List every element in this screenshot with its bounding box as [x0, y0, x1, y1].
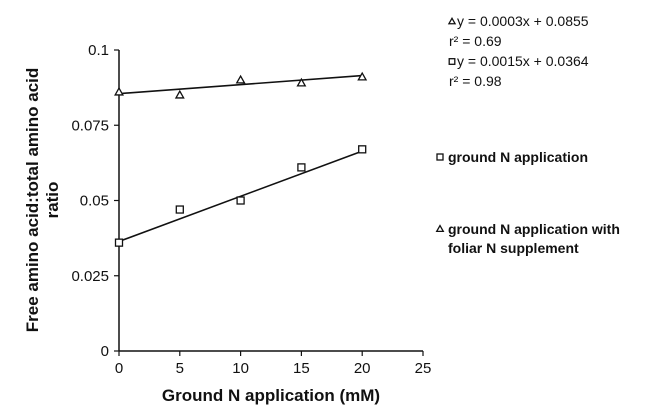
equation-text: y = 0.0015x + 0.0364 — [457, 53, 589, 69]
data-point-square — [358, 145, 367, 154]
legend-triangle-marker — [435, 224, 445, 233]
data-point-square — [236, 196, 245, 205]
equation-line: y = 0.0003x + 0.0855 — [447, 13, 589, 29]
y-axis-title: Free amino acid:total amino acid ratio — [23, 68, 62, 333]
legend-item: ground N application with foliar N supple… — [435, 221, 620, 256]
data-point-triangle — [114, 86, 124, 96]
legend-label: ground N application with — [448, 221, 620, 237]
data-points — [114, 71, 368, 247]
regression-equations: y = 0.0003x + 0.0855 r² = 0.69 y = 0.0015x… — [447, 13, 589, 89]
data-point-triangle — [174, 89, 185, 99]
y-axis-title-line-2: ratio — [43, 182, 62, 219]
y-tick-label: 0.1 — [88, 42, 109, 59]
equation-line: y = 0.0015x + 0.0364 — [448, 53, 589, 69]
legend: ground N application ground N application… — [435, 149, 620, 256]
x-tick-label: 0 — [115, 360, 123, 377]
x-tick-label: 20 — [354, 360, 371, 377]
regression-lines — [118, 74, 363, 243]
data-point-square — [297, 163, 306, 172]
equation-line: r² = 0.69 — [449, 33, 502, 49]
legend-square-marker — [436, 153, 444, 161]
fit-line-square — [118, 150, 363, 243]
y-tick-label: 0.05 — [80, 193, 109, 210]
x-tick-label: 15 — [293, 360, 310, 377]
y-tick-label: 0 — [101, 343, 109, 360]
y-tick-label: 0.025 — [71, 268, 109, 285]
fit-line-triangle — [118, 74, 363, 95]
equation-text: r² = 0.98 — [449, 73, 502, 89]
x-tick-label: 25 — [415, 360, 432, 377]
data-point-triangle — [296, 77, 307, 87]
legend-label: ground N application — [448, 149, 588, 165]
data-point-square — [114, 238, 124, 247]
legend-label: foliar N supplement — [448, 240, 579, 256]
equation-square-marker — [448, 58, 456, 65]
legend-item: ground N application — [436, 149, 588, 165]
x-tick-label: 10 — [232, 360, 249, 377]
chart-axes — [118, 50, 423, 352]
equation-text: r² = 0.69 — [449, 33, 502, 49]
data-point-square — [175, 205, 184, 214]
x-tick-label: 5 — [176, 360, 184, 377]
data-point-triangle — [235, 74, 246, 84]
equation-text: y = 0.0003x + 0.0855 — [457, 13, 589, 29]
axis-ticks: 0 5 10 15 20 25 0 0.025 0.05 0.075 0.1 — [71, 42, 431, 377]
data-point-triangle — [357, 71, 368, 81]
y-tick-label: 0.075 — [71, 117, 109, 134]
y-axis-title-line-1: Free amino acid:total amino acid — [23, 68, 42, 333]
x-axis-title: Ground N application (mM) — [162, 386, 380, 405]
equation-line: r² = 0.98 — [449, 73, 502, 89]
equation-triangle-marker — [447, 16, 457, 25]
